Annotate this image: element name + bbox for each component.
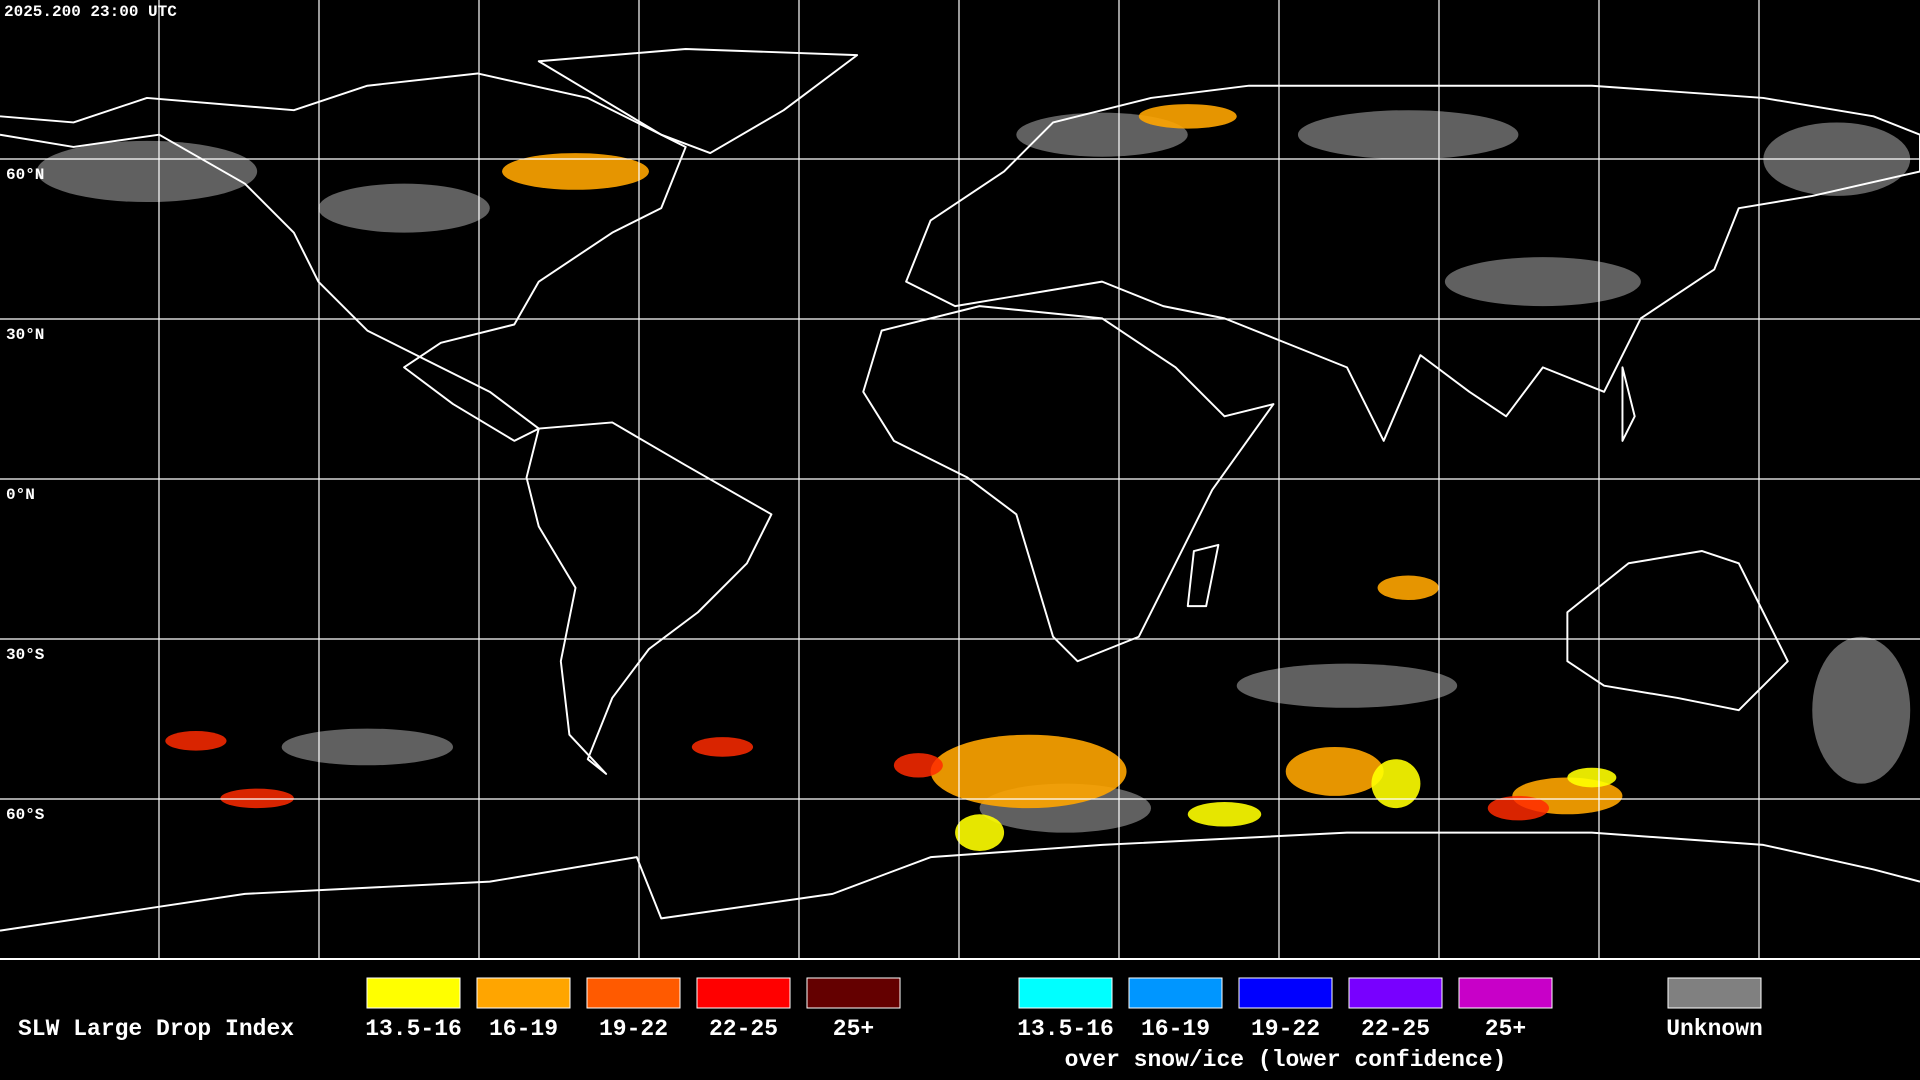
graticule: 60°N 30°N 0°N 30°S 60°S xyxy=(0,0,1920,958)
legend-divider xyxy=(0,958,1920,960)
cloud-patches xyxy=(36,104,1911,852)
legend-label: 25+ xyxy=(833,1016,874,1042)
latitude-label: 0°N xyxy=(6,486,35,504)
latitude-label: 30°S xyxy=(6,646,45,664)
legend-swatch xyxy=(1348,977,1443,1009)
legend-swatch xyxy=(476,977,571,1009)
map: 60°N 30°N 0°N 30°S 60°S 2025.200 23:00 UTC xyxy=(0,0,1920,958)
legend: SLW Large Drop Index 13.5-16 16-19 19-22 22… xyxy=(18,977,1763,1073)
latitude-label: 30°N xyxy=(6,326,44,344)
legend-swatch xyxy=(1238,977,1333,1009)
legend-title: SLW Large Drop Index xyxy=(18,1016,294,1042)
legend-swatch xyxy=(806,977,901,1009)
legend-swatch xyxy=(1458,977,1553,1009)
legend-label: 13.5-16 xyxy=(1017,1016,1114,1042)
legend-label: 19-22 xyxy=(599,1016,668,1042)
legend-label: 22-25 xyxy=(709,1016,778,1042)
latitude-label: 60°S xyxy=(6,806,45,824)
legend-label: 13.5-16 xyxy=(365,1016,462,1042)
legend-caption: over snow/ice (lower confidence) xyxy=(1065,1047,1507,1073)
timestamp: 2025.200 23:00 UTC xyxy=(4,3,177,21)
legend-label: 22-25 xyxy=(1361,1016,1430,1042)
legend-swatch xyxy=(696,977,791,1009)
legend-swatch xyxy=(1667,977,1762,1009)
coastlines xyxy=(0,48,1920,932)
legend-swatch xyxy=(366,977,461,1009)
latitude-label: 60°N xyxy=(6,166,44,184)
legend-label: 16-19 xyxy=(1141,1016,1210,1042)
legend-swatch xyxy=(1018,977,1113,1009)
legend-label: 16-19 xyxy=(489,1016,558,1042)
legend-label: Unknown xyxy=(1666,1016,1763,1042)
legend-swatch xyxy=(586,977,681,1009)
legend-swatch xyxy=(1128,977,1223,1009)
legend-label: 25+ xyxy=(1485,1016,1526,1042)
legend-label: 19-22 xyxy=(1251,1016,1320,1042)
